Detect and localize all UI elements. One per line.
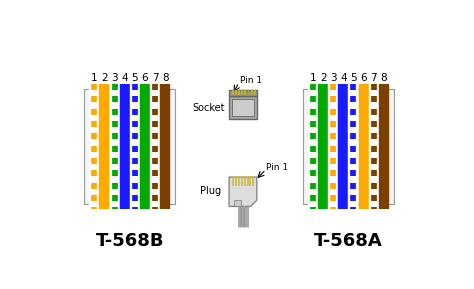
Text: 7: 7 — [152, 73, 158, 83]
Bar — [251, 90, 253, 95]
FancyBboxPatch shape — [303, 89, 394, 204]
Text: Pin 1: Pin 1 — [240, 76, 262, 85]
Text: T-568A: T-568A — [314, 232, 383, 250]
Text: Plug: Plug — [200, 186, 221, 196]
Bar — [254, 90, 255, 95]
Bar — [232, 90, 234, 95]
Bar — [235, 90, 237, 95]
FancyBboxPatch shape — [84, 89, 175, 204]
Bar — [238, 90, 240, 95]
Text: 4: 4 — [121, 73, 128, 83]
Bar — [247, 90, 249, 95]
Text: 2: 2 — [320, 73, 327, 83]
Text: 5: 5 — [131, 73, 138, 83]
Bar — [245, 90, 246, 95]
Bar — [229, 96, 257, 119]
Polygon shape — [229, 177, 257, 206]
Bar — [232, 99, 254, 116]
Text: 6: 6 — [360, 73, 367, 83]
Text: 2: 2 — [101, 73, 108, 83]
Bar — [241, 90, 243, 95]
Text: 7: 7 — [370, 73, 377, 83]
Text: T-568B: T-568B — [95, 232, 164, 250]
Text: 4: 4 — [340, 73, 346, 83]
Text: 1: 1 — [310, 73, 316, 83]
Text: Socket: Socket — [192, 103, 225, 113]
Text: 1: 1 — [91, 73, 98, 83]
Bar — [229, 90, 257, 96]
Text: Pin 1: Pin 1 — [266, 163, 288, 173]
Text: 3: 3 — [330, 73, 337, 83]
Text: 8: 8 — [162, 73, 168, 83]
Text: 6: 6 — [142, 73, 148, 83]
Text: 3: 3 — [111, 73, 118, 83]
Bar — [234, 200, 241, 206]
Text: 5: 5 — [350, 73, 357, 83]
Text: 8: 8 — [381, 73, 387, 83]
